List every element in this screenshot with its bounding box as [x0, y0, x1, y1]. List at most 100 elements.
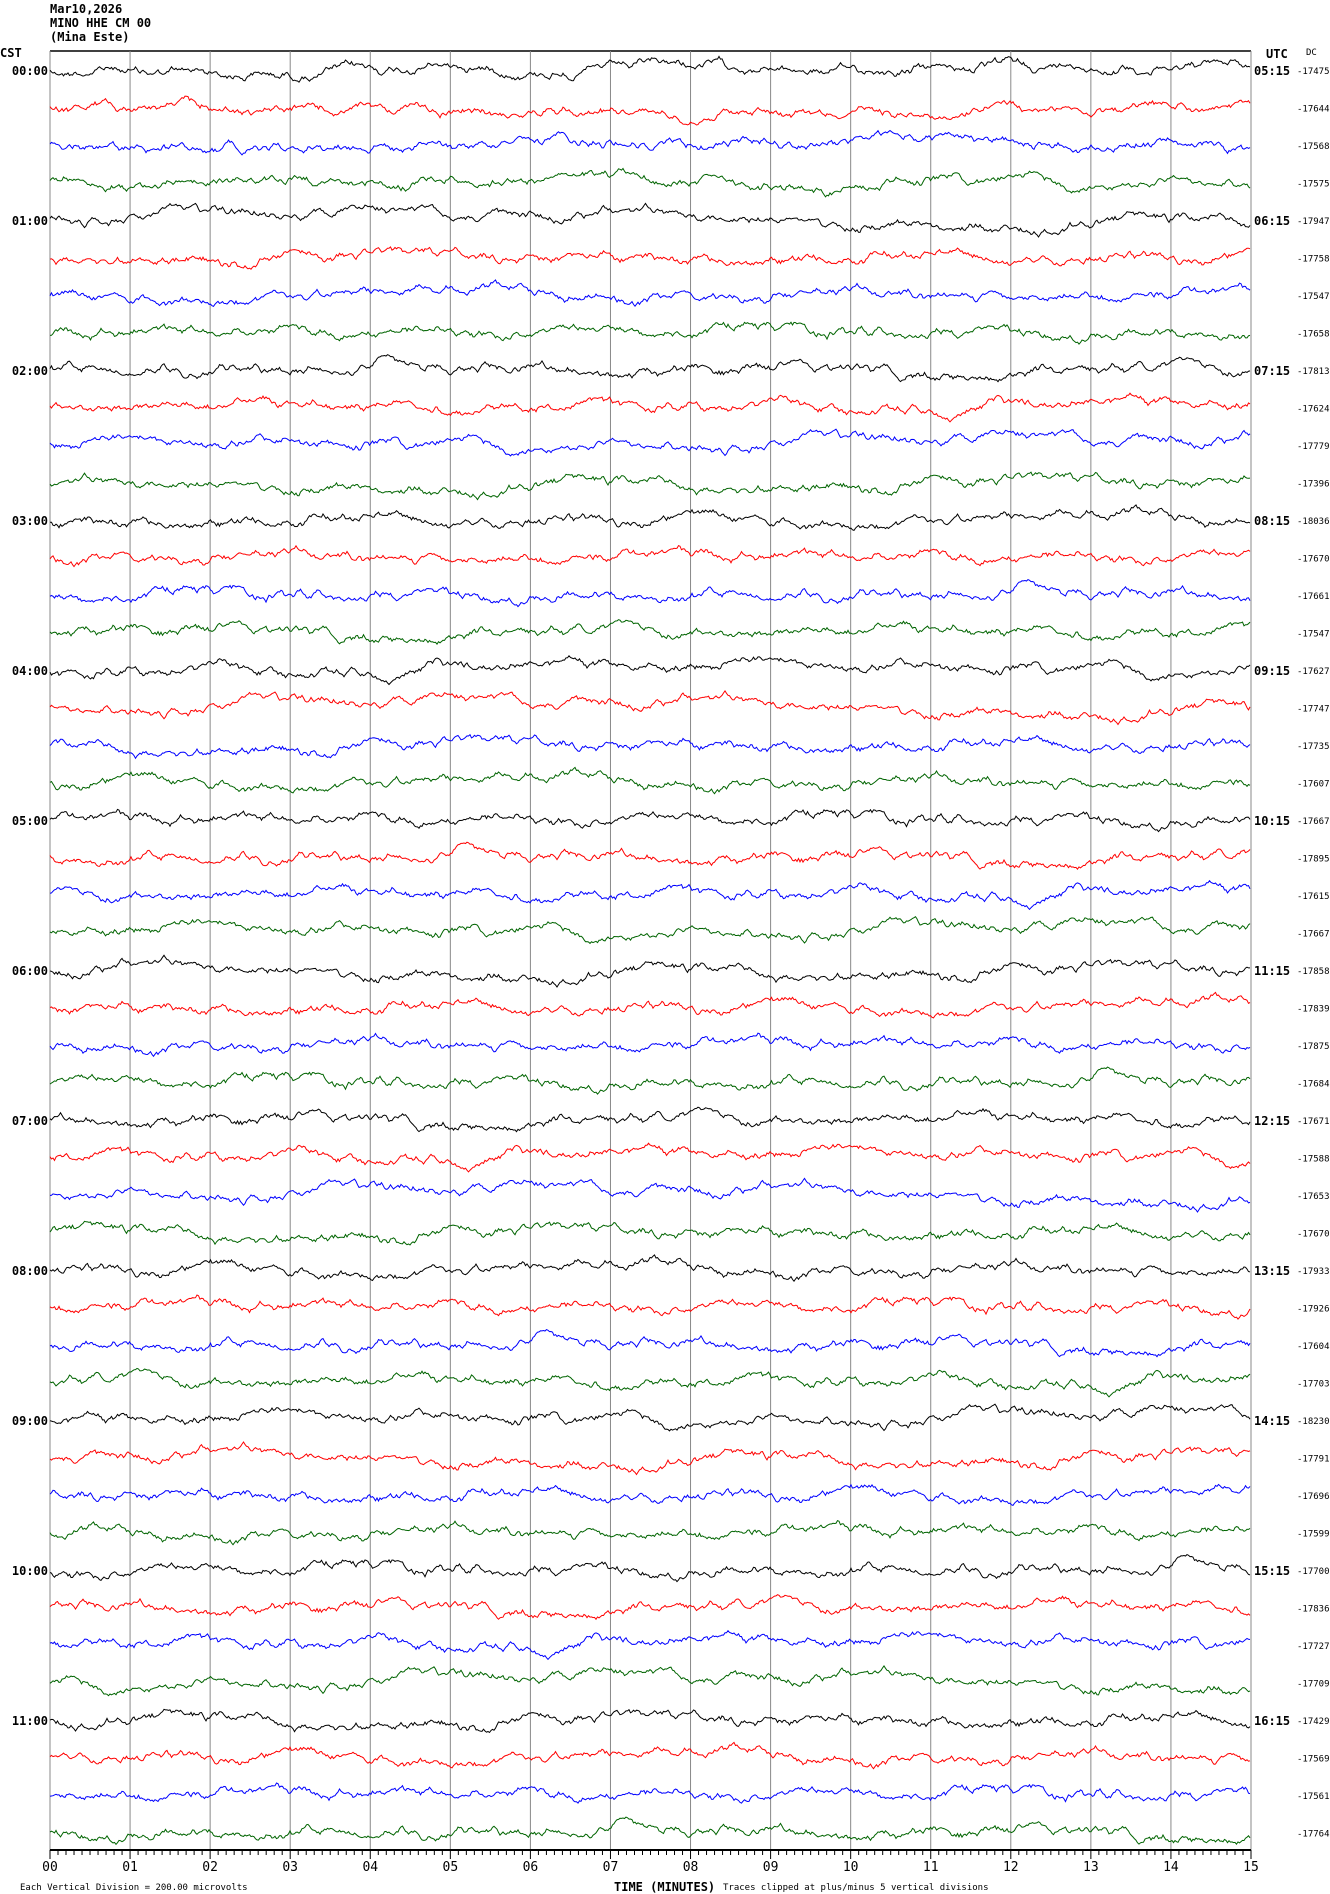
x-tick-label: 11 [923, 1860, 939, 1875]
utc-hour-label: 09:15 [1254, 664, 1290, 678]
trace-row-39 [49, 1519, 1251, 1546]
dc-offset-label: -17895 [1297, 855, 1330, 865]
utc-hour-label: 16:15 [1254, 1714, 1290, 1728]
title-station: MINO HHE CM 00 [50, 16, 151, 30]
trace-row-2 [49, 129, 1251, 156]
dc-offset-label: -17396 [1297, 480, 1330, 490]
cst-hour-label: 09:00 [12, 1414, 48, 1428]
utc-hour-label: 10:15 [1254, 814, 1290, 828]
trace-row-4 [49, 202, 1251, 238]
dc-offset-label: -17947 [1297, 217, 1330, 227]
trace-row-18 [49, 733, 1251, 760]
dc-offset-label: -17607 [1297, 780, 1330, 790]
dc-offset-label: -17700 [1297, 1567, 1330, 1577]
trace-row-42 [49, 1629, 1251, 1661]
dc-offset-label: -17727 [1297, 1642, 1330, 1652]
utc-hour-label: 08:15 [1254, 514, 1290, 528]
trace-row-45 [49, 1741, 1251, 1770]
cst-hour-label: 11:00 [12, 1714, 48, 1728]
trace-row-6 [49, 279, 1251, 308]
trace-row-19 [49, 766, 1251, 795]
utc-hour-label: 12:15 [1254, 1114, 1290, 1128]
title-location: (Mina Este) [50, 30, 129, 44]
cst-hour-label: 07:00 [12, 1114, 48, 1128]
trace-row-35 [49, 1367, 1251, 1398]
trace-row-29 [49, 1142, 1251, 1173]
dc-offset-label: -17569 [1297, 1755, 1330, 1765]
dc-offset-label: -17667 [1297, 930, 1330, 940]
dc-header: DC [1306, 48, 1317, 58]
dc-offset-label: -17791 [1297, 1455, 1330, 1465]
dc-offset-label: -17839 [1297, 1005, 1330, 1015]
trace-row-21 [49, 841, 1251, 871]
cst-hour-label: 03:00 [12, 514, 48, 528]
trace-row-33 [49, 1294, 1251, 1320]
x-tick-label: 06 [523, 1860, 539, 1875]
dc-offset-label: -17836 [1297, 1605, 1330, 1615]
trace-row-11 [49, 471, 1251, 501]
dc-offset-label: -17670 [1297, 555, 1330, 565]
dc-offset-label: -17561 [1297, 1792, 1330, 1802]
x-tick-label: 10 [843, 1860, 859, 1875]
utc-hour-label: 13:15 [1254, 1264, 1290, 1278]
x-tick-label: 14 [1163, 1860, 1179, 1875]
dc-offset-label: -17684 [1297, 1080, 1330, 1090]
trace-row-24 [49, 954, 1250, 988]
utc-hour-label: 11:15 [1254, 964, 1290, 978]
cst-hour-label: 06:00 [12, 964, 48, 978]
dc-offset-label: -17671 [1297, 1117, 1330, 1127]
dc-offset-label: -17933 [1297, 1267, 1330, 1277]
dc-offset-label: -17696 [1297, 1492, 1330, 1502]
trace-row-5 [49, 246, 1251, 270]
dc-offset-label: -17703 [1297, 1380, 1330, 1390]
trace-row-34 [49, 1329, 1251, 1358]
trace-row-40 [49, 1554, 1251, 1583]
trace-row-10 [49, 428, 1251, 457]
trace-row-37 [49, 1441, 1251, 1476]
x-tick-label: 01 [122, 1860, 138, 1875]
right-timezone: UTC [1266, 47, 1288, 61]
dc-offset-label: -17627 [1297, 667, 1330, 677]
cst-hour-label: 02:00 [12, 364, 48, 378]
dc-offset-label: -17588 [1297, 1155, 1330, 1165]
trace-row-9 [49, 392, 1251, 423]
trace-row-17 [49, 690, 1251, 726]
utc-hour-label: 15:15 [1254, 1564, 1290, 1578]
left-timezone: CST [0, 46, 22, 60]
trace-row-25 [49, 991, 1251, 1019]
x-tick-label: 13 [1083, 1860, 1099, 1875]
trace-row-12 [50, 504, 1251, 532]
utc-hour-label: 14:15 [1254, 1414, 1290, 1428]
title-date: Mar10,2026 [50, 2, 122, 16]
x-tick-label: 05 [443, 1860, 459, 1875]
trace-row-1 [49, 95, 1251, 126]
utc-hour-label: 06:15 [1254, 214, 1290, 228]
trace-row-27 [49, 1066, 1251, 1095]
dc-offset-label: -17429 [1297, 1717, 1330, 1727]
utc-hour-label: 07:15 [1254, 364, 1290, 378]
trace-row-15 [49, 619, 1251, 645]
dc-offset-label: -17568 [1297, 142, 1330, 152]
trace-row-43 [49, 1665, 1251, 1697]
trace-row-14 [49, 579, 1251, 608]
dc-offset-label: -17667 [1297, 817, 1330, 827]
dc-offset-label: -17599 [1297, 1530, 1330, 1540]
trace-row-47 [49, 1816, 1251, 1846]
trace-row-41 [49, 1594, 1251, 1621]
x-tick-label: 09 [763, 1860, 779, 1875]
trace-row-26 [49, 1032, 1251, 1058]
x-axis-title: TIME (MINUTES) [614, 1880, 715, 1894]
dc-offset-label: -17604 [1297, 1342, 1330, 1352]
x-tick-label: 15 [1243, 1860, 1259, 1875]
dc-offset-label: -17747 [1297, 705, 1330, 715]
trace-row-20 [49, 808, 1251, 833]
dc-offset-label: -17615 [1297, 892, 1330, 902]
x-tick-label: 00 [42, 1860, 58, 1875]
trace-row-44 [49, 1708, 1251, 1734]
x-tick-label: 03 [282, 1860, 298, 1875]
trace-row-46 [49, 1782, 1251, 1804]
dc-offset-label: -17547 [1297, 292, 1330, 302]
x-tick-label: 12 [1003, 1860, 1019, 1875]
dc-offset-label: -17735 [1297, 742, 1330, 752]
